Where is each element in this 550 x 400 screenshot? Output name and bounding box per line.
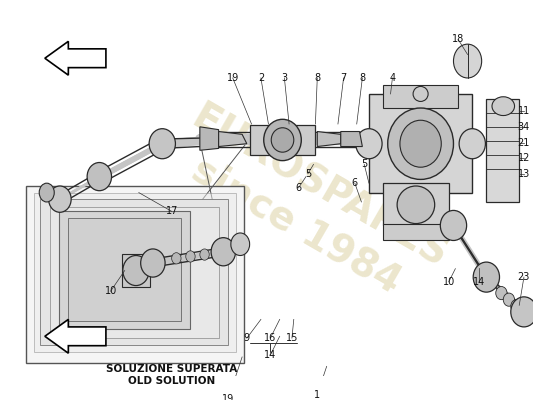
Ellipse shape [503,293,515,306]
Ellipse shape [172,253,181,264]
Text: 16: 16 [264,333,277,343]
Bar [34,192,235,352]
Text: 3: 3 [282,73,288,83]
Text: 14: 14 [472,277,485,287]
Text: 19: 19 [222,394,234,400]
Ellipse shape [388,108,454,180]
Text: 14: 14 [264,350,277,360]
Text: 13: 13 [518,169,530,179]
Ellipse shape [454,44,482,78]
Text: 6: 6 [352,178,358,188]
Ellipse shape [459,129,486,159]
Ellipse shape [400,120,441,167]
Ellipse shape [492,97,515,116]
Ellipse shape [231,233,250,256]
Ellipse shape [200,249,209,260]
Ellipse shape [141,249,165,277]
Ellipse shape [87,162,112,191]
Text: 7: 7 [340,73,346,83]
Text: 4: 4 [389,73,395,83]
Ellipse shape [271,128,294,152]
Ellipse shape [511,300,522,313]
Text: 19: 19 [227,73,239,83]
Text: 5: 5 [361,159,367,169]
Ellipse shape [397,186,434,224]
Bar [26,186,244,362]
Ellipse shape [39,183,54,202]
Ellipse shape [496,286,507,300]
Ellipse shape [149,129,175,159]
Text: 23: 23 [518,272,530,282]
Bar [383,224,449,240]
Text: 9: 9 [244,333,250,343]
Polygon shape [219,132,247,146]
Ellipse shape [123,256,149,286]
Text: 8: 8 [314,73,320,83]
Ellipse shape [356,129,382,159]
Ellipse shape [473,262,499,292]
Ellipse shape [441,210,466,240]
Polygon shape [341,132,362,146]
Bar [122,254,150,286]
Text: 5: 5 [305,169,311,179]
Bar [50,207,219,338]
Ellipse shape [186,251,195,262]
Ellipse shape [511,297,537,327]
Bar [486,99,519,202]
Bar [59,211,190,329]
Text: 15: 15 [285,333,298,343]
Polygon shape [200,127,219,150]
Text: 1: 1 [314,390,320,400]
Polygon shape [317,132,341,146]
Polygon shape [45,41,106,75]
Text: EUROSPARES
since 1984: EUROSPARES since 1984 [162,99,453,314]
Bar [68,218,181,321]
Text: 12: 12 [518,153,530,163]
Text: 8: 8 [359,73,365,83]
Ellipse shape [413,86,428,102]
Bar [250,125,315,155]
Bar [383,84,458,108]
Bar [369,94,472,192]
Text: SOLUZIONE SUPERATA
OLD SOLUTION: SOLUZIONE SUPERATA OLD SOLUTION [106,364,237,386]
Ellipse shape [48,186,71,212]
Bar [383,183,449,226]
Text: 21: 21 [518,138,530,148]
Text: 6: 6 [295,183,301,193]
Text: 17: 17 [166,206,178,216]
Bar [40,199,228,345]
Text: 10: 10 [104,286,117,296]
Ellipse shape [264,119,301,161]
Text: 34: 34 [518,122,530,132]
Polygon shape [45,319,106,353]
Text: 18: 18 [452,34,464,44]
Text: 10: 10 [443,277,455,287]
Text: 2: 2 [258,73,264,83]
Ellipse shape [211,238,235,266]
Text: 11: 11 [518,106,530,116]
